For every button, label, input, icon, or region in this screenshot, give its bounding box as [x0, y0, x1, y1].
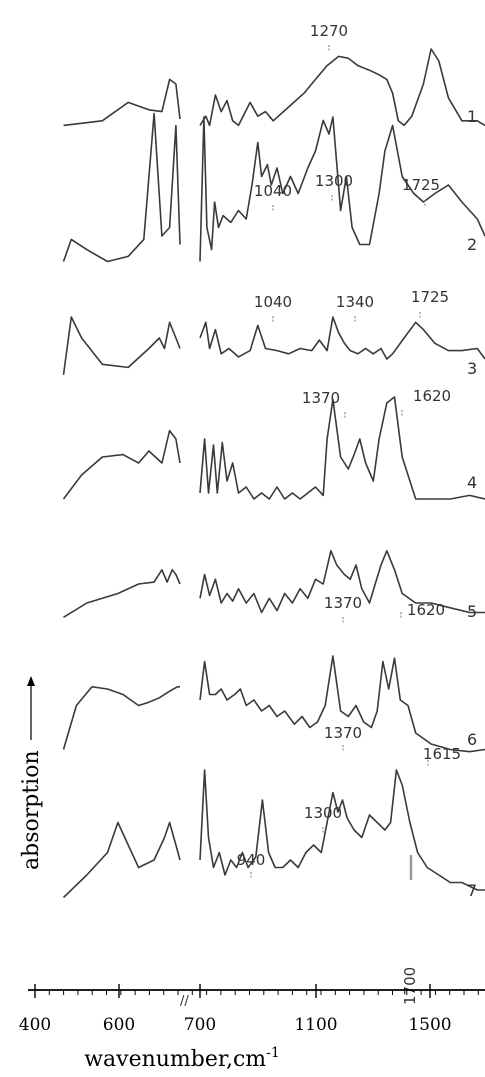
spectrum-2-left: [62, 112, 181, 263]
peak-label-7-1700: 1700: [401, 967, 419, 1005]
peak-label-5-1370: 1370: [324, 594, 362, 612]
x-axis: // 400 600 700 1100 1500 wavenumber,cm-1: [19, 984, 485, 1072]
series-label-6: 6: [467, 730, 477, 749]
peak-label-1-1270: 1270: [310, 22, 348, 40]
peak-label-6-1370: 1370: [324, 724, 362, 742]
x-tick-label-1500: 1500: [408, 1015, 451, 1035]
spectrum-1-right: [199, 48, 485, 127]
peak-label-3-1340: 1340: [336, 293, 374, 311]
series-label-1: 1: [467, 107, 477, 126]
x-axis-ticks: [34, 984, 479, 998]
spectra-group: [62, 48, 485, 899]
spectrum-3-left: [62, 316, 181, 375]
x-tick-label-700: 700: [184, 1015, 216, 1035]
spectrum-4-left: [62, 429, 181, 500]
peak-label-5-1620: 1620: [407, 601, 445, 619]
x-tick-label-600: 600: [103, 1015, 135, 1035]
axis-break-mark: //: [180, 994, 189, 1009]
series-label-3: 3: [467, 359, 477, 378]
series-labels: 1 2 3 4 5 6 7: [467, 107, 477, 900]
spectrum-5-left: [63, 569, 181, 618]
peak-label-2-1040: 1040: [254, 182, 292, 200]
peak-label-4-1620: 1620: [413, 387, 451, 405]
spectrum-7-right: [199, 769, 485, 891]
spectrum-1-left: [63, 78, 181, 127]
spectrum-5-right: [199, 550, 485, 614]
x-tick-label-1100: 1100: [294, 1015, 337, 1035]
peak-label-4-1370: 1370: [302, 389, 340, 407]
peak-label-2-1300: 1300: [315, 172, 353, 190]
peak-label-7-940: 940: [237, 851, 266, 869]
spectrum-2-right: [199, 116, 485, 262]
peak-label-6-1615: 1615: [423, 745, 461, 763]
peak-label-3-1725: 1725: [411, 288, 449, 306]
spectrum-4-right: [199, 396, 485, 500]
series-label-7: 7: [467, 881, 477, 900]
spectrum-3-right: [199, 316, 485, 360]
peak-label-2-1725: 1725: [402, 176, 440, 194]
spectrum-6-right: [199, 655, 485, 753]
x-axis-title: wavenumber,cm-1: [84, 1045, 280, 1072]
y-axis-arrow-head: [27, 676, 35, 686]
peak-label-3-1040: 1040: [254, 293, 292, 311]
x-tick-label-400: 400: [19, 1015, 51, 1035]
y-axis-title: absorption: [19, 750, 44, 870]
y-axis-title-group: absorption: [19, 676, 44, 870]
spectrum-6-left: [62, 686, 180, 750]
peak-label-7-1300: 1300: [304, 804, 342, 822]
peak-annotations: 1270 1040 1300 1725 1040 1340 1725 1370 1620 1370…: [237, 22, 461, 1005]
series-label-5: 5: [467, 602, 477, 621]
series-label-4: 4: [467, 473, 477, 492]
series-label-2: 2: [467, 235, 477, 254]
spectrum-7-left: [62, 821, 181, 899]
